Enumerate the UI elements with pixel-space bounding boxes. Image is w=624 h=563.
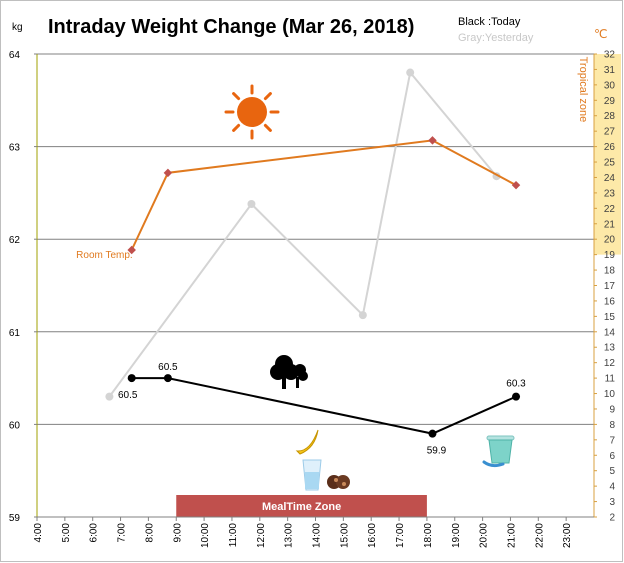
x-tick-label-2: 6:00 bbox=[89, 523, 100, 543]
series-layer bbox=[105, 68, 521, 438]
right-tick-label-5: 7 bbox=[609, 435, 615, 446]
right-tick-label-10: 12 bbox=[604, 358, 616, 369]
right-tick-label-30: 32 bbox=[604, 50, 616, 61]
point-room_temp-1 bbox=[163, 168, 173, 178]
tree-icon bbox=[270, 355, 308, 389]
right-tick-label-11: 13 bbox=[604, 343, 616, 354]
point-yesterday-3 bbox=[406, 68, 415, 77]
right-tick-label-28: 30 bbox=[604, 80, 616, 91]
series-line-room_temp bbox=[130, 139, 517, 251]
left-tick-label-3: 62 bbox=[9, 235, 21, 246]
left-tick-label-5: 64 bbox=[9, 50, 21, 61]
left-axis-unit: kg bbox=[12, 22, 23, 33]
x-tick-label-1: 5:00 bbox=[61, 523, 72, 543]
x-tick-label-0: 4:00 bbox=[33, 523, 44, 543]
right-tick-label-23: 25 bbox=[604, 158, 616, 169]
point-today-1 bbox=[163, 374, 172, 383]
cookie-icon bbox=[327, 475, 350, 489]
x-tick-label-8: 12:00 bbox=[256, 523, 267, 548]
x-tick-label-16: 20:00 bbox=[479, 523, 490, 548]
x-tick-label-4: 8:00 bbox=[144, 523, 155, 543]
x-tick-label-19: 23:00 bbox=[562, 523, 573, 548]
right-tick-label-3: 5 bbox=[609, 466, 615, 477]
right-tick-label-26: 28 bbox=[604, 111, 616, 122]
x-tick-label-17: 21:00 bbox=[506, 523, 517, 548]
banana-icon bbox=[295, 429, 319, 455]
left-axis-ticks: 59 60 61 62 63 64 bbox=[9, 50, 37, 524]
x-tick-label-13: 17:00 bbox=[395, 523, 406, 548]
x-tick-label-5: 9:00 bbox=[172, 523, 183, 543]
data-labels: 60.5 60.5 59.9 60.3 bbox=[118, 362, 526, 457]
right-tick-label-18: 20 bbox=[604, 235, 616, 246]
sun-icon bbox=[224, 84, 280, 140]
right-tick-label-17: 19 bbox=[604, 250, 616, 261]
left-tick-label-0: 59 bbox=[9, 513, 21, 524]
x-tick-label-14: 18:00 bbox=[423, 523, 434, 548]
data-label-today-0: 60.5 bbox=[118, 390, 138, 401]
x-tick-label-6: 10:00 bbox=[200, 523, 211, 548]
point-today-2 bbox=[428, 429, 437, 438]
x-tick-label-10: 14:00 bbox=[312, 523, 323, 548]
yogurt-cup-icon bbox=[482, 435, 515, 468]
left-tick-label-1: 60 bbox=[9, 420, 21, 431]
meal-time-zone-label: MealTime Zone bbox=[262, 501, 341, 513]
right-tick-label-0: 2 bbox=[609, 513, 615, 524]
series-line-today bbox=[131, 377, 517, 435]
right-tick-label-12: 14 bbox=[604, 327, 616, 338]
right-tick-label-2: 4 bbox=[609, 482, 615, 493]
legend-yesterday: Gray:Yesterday bbox=[458, 32, 534, 44]
point-yesterday-2 bbox=[358, 311, 367, 320]
x-tick-label-12: 16:00 bbox=[367, 523, 378, 548]
gridlines bbox=[37, 53, 594, 518]
left-tick-label-2: 61 bbox=[9, 328, 21, 339]
left-tick-label-4: 63 bbox=[9, 143, 21, 154]
point-room_temp-2 bbox=[428, 136, 437, 145]
right-tick-label-14: 16 bbox=[604, 296, 616, 307]
right-tick-label-24: 26 bbox=[604, 142, 616, 153]
right-axis-ticks: 2345678910111213141516171819202122232425… bbox=[594, 50, 615, 524]
point-today-3 bbox=[512, 392, 521, 401]
chart-title: Intraday Weight Change (Mar 26, 2018) bbox=[48, 16, 414, 38]
right-tick-label-29: 31 bbox=[604, 65, 616, 76]
right-tick-label-16: 18 bbox=[604, 266, 616, 277]
right-tick-label-9: 11 bbox=[605, 374, 616, 385]
tropical-zone-label: Tropical zone bbox=[577, 57, 589, 123]
right-axis-unit: ℃ bbox=[594, 27, 607, 41]
x-tick-label-7: 11:00 bbox=[228, 523, 239, 548]
room-temp-label: Room Temp. bbox=[76, 250, 133, 261]
x-tick-label-9: 13:00 bbox=[284, 523, 295, 548]
point-yesterday-1 bbox=[247, 200, 256, 209]
right-tick-label-27: 29 bbox=[604, 96, 616, 107]
data-label-today-1: 60.5 bbox=[158, 362, 178, 373]
x-tick-label-3: 7:00 bbox=[117, 523, 128, 543]
right-tick-label-8: 10 bbox=[604, 389, 616, 400]
data-label-today-2: 59.9 bbox=[427, 446, 447, 457]
right-tick-label-6: 8 bbox=[609, 420, 615, 431]
tropical-zone-band bbox=[594, 54, 621, 255]
x-tick-label-15: 19:00 bbox=[451, 523, 462, 548]
right-tick-label-13: 15 bbox=[604, 312, 616, 323]
right-tick-label-19: 21 bbox=[604, 219, 616, 230]
right-tick-label-25: 27 bbox=[604, 127, 616, 138]
right-tick-label-20: 22 bbox=[604, 204, 616, 215]
x-tick-label-11: 15:00 bbox=[339, 523, 350, 548]
right-tick-label-1: 3 bbox=[609, 497, 615, 508]
right-tick-label-22: 24 bbox=[604, 173, 616, 184]
x-axis-ticks: 4:00 5:00 6:00 7:00 8:00 9:00 10:00 11:00 12:00 1… bbox=[33, 517, 573, 548]
data-label-today-3: 60.3 bbox=[506, 379, 526, 390]
right-tick-label-21: 23 bbox=[604, 188, 616, 199]
meal-time-zone-band bbox=[176, 495, 427, 517]
legend-today: Black :Today bbox=[458, 16, 521, 28]
right-tick-label-7: 9 bbox=[609, 404, 615, 415]
point-yesterday-0 bbox=[105, 392, 114, 401]
point-room_temp-0 bbox=[127, 245, 136, 255]
right-tick-label-4: 6 bbox=[609, 451, 615, 462]
water-glass-icon bbox=[302, 459, 322, 491]
right-tick-label-15: 17 bbox=[604, 281, 616, 292]
point-today-0 bbox=[127, 374, 136, 383]
x-tick-label-18: 22:00 bbox=[534, 523, 545, 548]
